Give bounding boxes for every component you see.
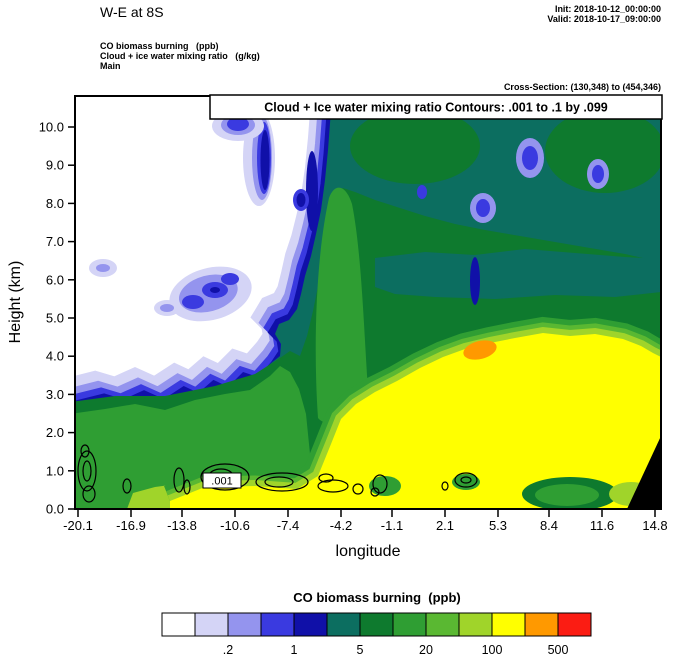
field-label-cloudice: Cloud + ice water mixing ratio (g/kg) (100, 51, 260, 61)
legend-label: .2 (223, 643, 233, 657)
x-tick-label: -7.4 (277, 518, 299, 533)
x-tick-label: -10.6 (220, 518, 250, 533)
init-timestamp: Init: 2018-10-12_00:00:00 (555, 4, 661, 14)
axis-ticks (68, 126, 656, 517)
x-axis-labels: -20.1 -16.9 -13.8 -10.6 -7.4 -4.2 -1.1 2… (63, 518, 667, 533)
x-tick-label: 14.8 (642, 518, 667, 533)
y-tick-label: 8.0 (46, 196, 64, 211)
y-axis-labels: 0.0 1.0 2.0 3.0 4.0 5.0 6.0 7.0 8.0 9.0 … (39, 120, 64, 517)
y-tick-label: 7.0 (46, 234, 64, 249)
legend-swatch-3 (260, 612, 295, 637)
figure-header: W-E at 8S Init: 2018-10-12_00:00:00 Vali… (100, 4, 661, 92)
legend-swatch-6 (359, 612, 394, 637)
legend-label: 500 (548, 643, 569, 657)
terrain-wedge (627, 436, 661, 509)
legend-swatch-11 (524, 612, 559, 637)
field-label-co: CO biomass burning (ppb) (100, 41, 219, 51)
y-tick-label: 6.0 (46, 272, 64, 287)
x-tick-label: -20.1 (63, 518, 93, 533)
cross-section-plot: .001 Cloud + Ice water mixing ratio Cont… (74, 94, 663, 510)
legend-label: 5 (357, 643, 364, 657)
page-title: W-E at 8S (100, 4, 164, 20)
legend-label: 1 (291, 643, 298, 657)
legend-swatch-0 (161, 612, 196, 637)
contour-fill-art: .001 (75, 96, 661, 509)
legend-label: 20 (419, 643, 433, 657)
valid-timestamp: Valid: 2018-10-17_09:00:00 (547, 14, 661, 24)
y-tick-label: 9.0 (46, 158, 64, 173)
x-tick-label: -1.1 (381, 518, 403, 533)
contour-value-label: .001 (202, 472, 242, 489)
legend-swatch-10 (491, 612, 526, 637)
cross-section-coords: Cross-Section: (130,348) to (454,346) (504, 82, 661, 92)
legend-swatch-8 (425, 612, 460, 637)
y-tick-label: 3.0 (46, 387, 64, 402)
colorbar-legend: CO biomass burning (ppb) .2 1 5 20 100 5… (161, 590, 592, 657)
legend-swatches (161, 612, 592, 637)
legend-label: 100 (482, 643, 503, 657)
y-tick-label: 2.0 (46, 425, 64, 440)
legend-swatch-1 (194, 612, 229, 637)
field-label-main: Main (100, 61, 121, 71)
y-tick-label: 4.0 (46, 349, 64, 364)
y-tick-label: 0.0 (46, 502, 64, 517)
y-tick-label: 1.0 (46, 463, 64, 478)
legend-title: CO biomass burning (ppb) (293, 590, 461, 605)
svg-text:Cloud + Ice water mixing ratio: Cloud + Ice water mixing ratio Contours:… (264, 101, 608, 115)
x-tick-label: 11.6 (590, 518, 614, 533)
legend-swatch-12 (557, 612, 592, 637)
x-tick-label: 8.4 (540, 518, 558, 533)
x-tick-label: -16.9 (116, 518, 146, 533)
svg-text:.001: .001 (211, 476, 232, 488)
legend-swatch-2 (227, 612, 262, 637)
y-axis-title: Height (km) (7, 261, 24, 344)
legend-swatch-7 (392, 612, 427, 637)
x-axis-title: longitude (336, 543, 401, 560)
legend-boundary-labels: .2 1 5 20 100 500 (223, 643, 569, 657)
x-tick-label: -13.8 (167, 518, 197, 533)
legend-swatch-4 (293, 612, 328, 637)
y-tick-label: 10.0 (39, 120, 64, 135)
legend-swatch-9 (458, 612, 493, 637)
x-tick-label: 5.3 (489, 518, 507, 533)
y-tick-label: 5.0 (46, 311, 64, 326)
x-tick-label: -4.2 (330, 518, 352, 533)
legend-swatch-5 (326, 612, 361, 637)
plot-inner-title: Cloud + Ice water mixing ratio Contours:… (209, 94, 663, 120)
x-tick-label: 2.1 (436, 518, 454, 533)
